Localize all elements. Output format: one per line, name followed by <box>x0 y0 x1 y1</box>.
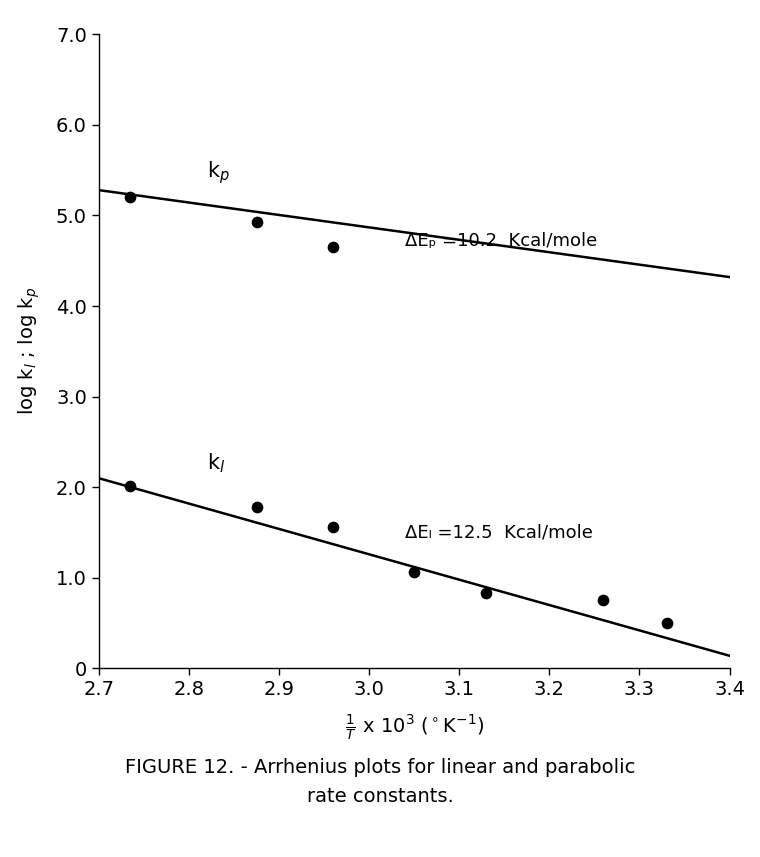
Text: ΔEₗ =12.5  Kcal/mole: ΔEₗ =12.5 Kcal/mole <box>405 524 593 542</box>
Point <box>251 500 263 514</box>
Point <box>660 616 673 630</box>
Text: FIGURE 12. - Arrhenius plots for linear and parabolic: FIGURE 12. - Arrhenius plots for linear … <box>125 758 635 777</box>
Text: ΔEₚ =10.2  Kcal/mole: ΔEₚ =10.2 Kcal/mole <box>405 232 597 250</box>
Point <box>597 593 610 607</box>
Y-axis label: log k$_l$ ; log k$_p$: log k$_l$ ; log k$_p$ <box>17 287 42 416</box>
X-axis label: $\frac{1}{T}$ x 10$^3$ ($^\circ$K$^{-1}$): $\frac{1}{T}$ x 10$^3$ ($^\circ$K$^{-1}$… <box>344 713 484 743</box>
Text: k$_l$: k$_l$ <box>207 451 225 475</box>
Point <box>125 190 137 204</box>
Text: rate constants.: rate constants. <box>306 787 454 806</box>
Point <box>327 520 339 534</box>
Text: k$_p$: k$_p$ <box>207 159 230 187</box>
Point <box>251 215 263 229</box>
Point <box>480 586 492 600</box>
Point <box>125 480 137 494</box>
Point <box>327 240 339 254</box>
Point <box>408 566 420 579</box>
